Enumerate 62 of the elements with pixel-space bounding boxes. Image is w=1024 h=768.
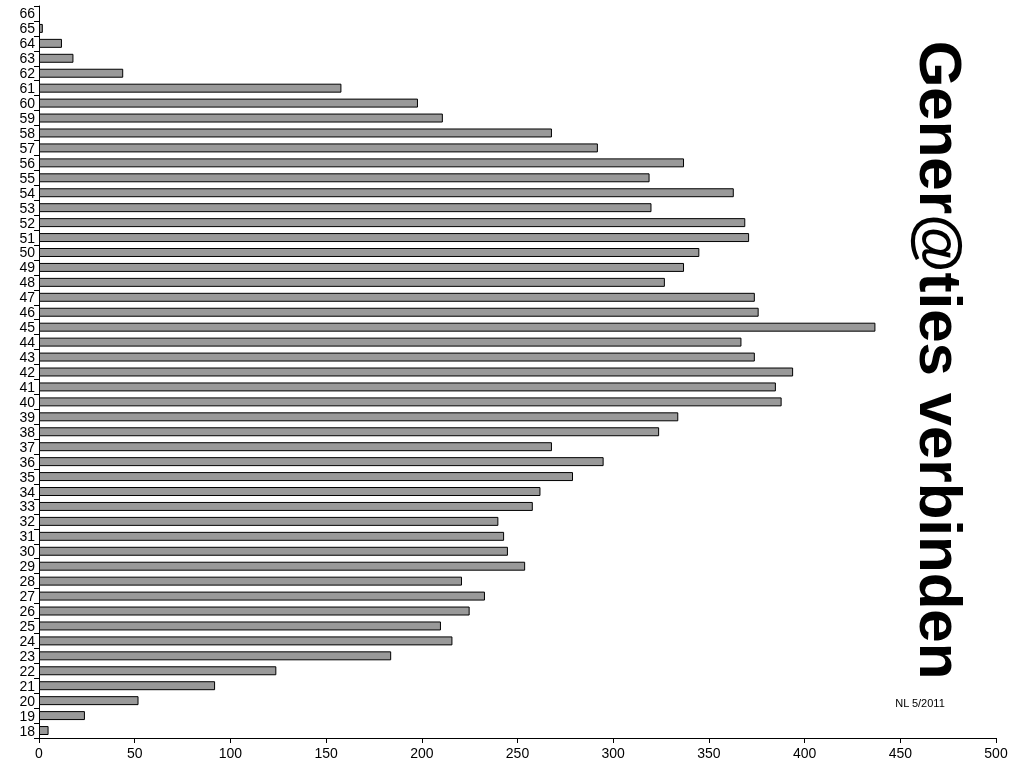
- y-tick-label: 51: [19, 229, 36, 246]
- text: Gener@ties verbinden: [906, 40, 974, 680]
- x-tick-label: 50: [126, 745, 143, 761]
- y-tick-label: 45: [19, 319, 36, 336]
- y-tick-label: 63: [19, 50, 36, 67]
- y-tick-label: 40: [19, 393, 36, 410]
- x-tick-label: 150: [314, 745, 338, 761]
- y-tick-label: 23: [19, 647, 36, 664]
- x-tick-label: 100: [218, 745, 243, 761]
- y-tick-label: 54: [19, 184, 36, 201]
- y-tick-label: 19: [19, 707, 36, 724]
- y-tick-label: 41: [19, 378, 36, 395]
- y-tick-label: 24: [19, 632, 36, 649]
- y-tick-label: 26: [19, 603, 36, 620]
- y-tick-label: 64: [19, 35, 36, 52]
- y-tick-label: 49: [19, 259, 36, 276]
- y-tick-label: 52: [19, 214, 36, 231]
- y-tick-label: 21: [19, 677, 36, 694]
- y-tick-label: 62: [19, 65, 36, 82]
- y-tick-label: 20: [19, 692, 36, 709]
- y-tick-label: 58: [19, 124, 36, 141]
- y-tick-label: 60: [19, 95, 36, 112]
- y-tick-label: 31: [19, 528, 36, 545]
- y-tick-label: 55: [19, 169, 36, 186]
- y-tick-label: 35: [19, 468, 36, 485]
- y-tick-label: 44: [19, 334, 36, 351]
- annotation: NL 5/2011: [895, 697, 945, 709]
- y-tick-label: 27: [19, 588, 36, 605]
- x-tick-label: 350: [697, 745, 721, 761]
- x-tick-label: 0: [35, 745, 44, 761]
- y-tick-label: 22: [19, 662, 36, 679]
- y-tick-label: 38: [19, 423, 36, 440]
- y-tick-label: 30: [19, 543, 36, 560]
- y-tick-label: 18: [19, 722, 36, 739]
- x-tick-label: 250: [505, 745, 530, 761]
- y-tick-label: 32: [19, 513, 36, 530]
- y-tick-label: 37: [19, 438, 36, 455]
- y-tick-label: 28: [19, 573, 36, 590]
- y-tick-label: 33: [19, 498, 36, 515]
- y-tick-label: 47: [19, 289, 36, 306]
- y-tick-label: 66: [19, 5, 36, 22]
- y-tick-label: 61: [19, 80, 36, 97]
- y-tick-label: 29: [19, 558, 36, 575]
- x-tick-label: 200: [410, 745, 434, 761]
- y-tick-label: 65: [19, 20, 36, 37]
- y-tick-label: 36: [19, 453, 36, 470]
- y-tick-label: 53: [19, 199, 36, 216]
- y-tick-label: 57: [19, 139, 36, 156]
- y-tick-label: 48: [19, 274, 36, 291]
- y-tick-label: 39: [19, 408, 36, 425]
- y-tick-label: 42: [19, 364, 36, 380]
- y-tick-label: 43: [19, 349, 36, 366]
- y-tick-label: 46: [19, 304, 36, 321]
- x-tick-label: 300: [601, 745, 626, 761]
- y-tick-label: 25: [19, 617, 36, 634]
- y-tick-label: 56: [19, 154, 36, 171]
- x-tick-label: 500: [984, 745, 1008, 761]
- x-tick-label: 400: [792, 745, 817, 761]
- x-tick-label: 450: [888, 745, 913, 761]
- y-tick-label: 50: [19, 244, 36, 261]
- y-tick-label: 59: [19, 110, 36, 127]
- y-tick-label: 34: [19, 483, 36, 500]
